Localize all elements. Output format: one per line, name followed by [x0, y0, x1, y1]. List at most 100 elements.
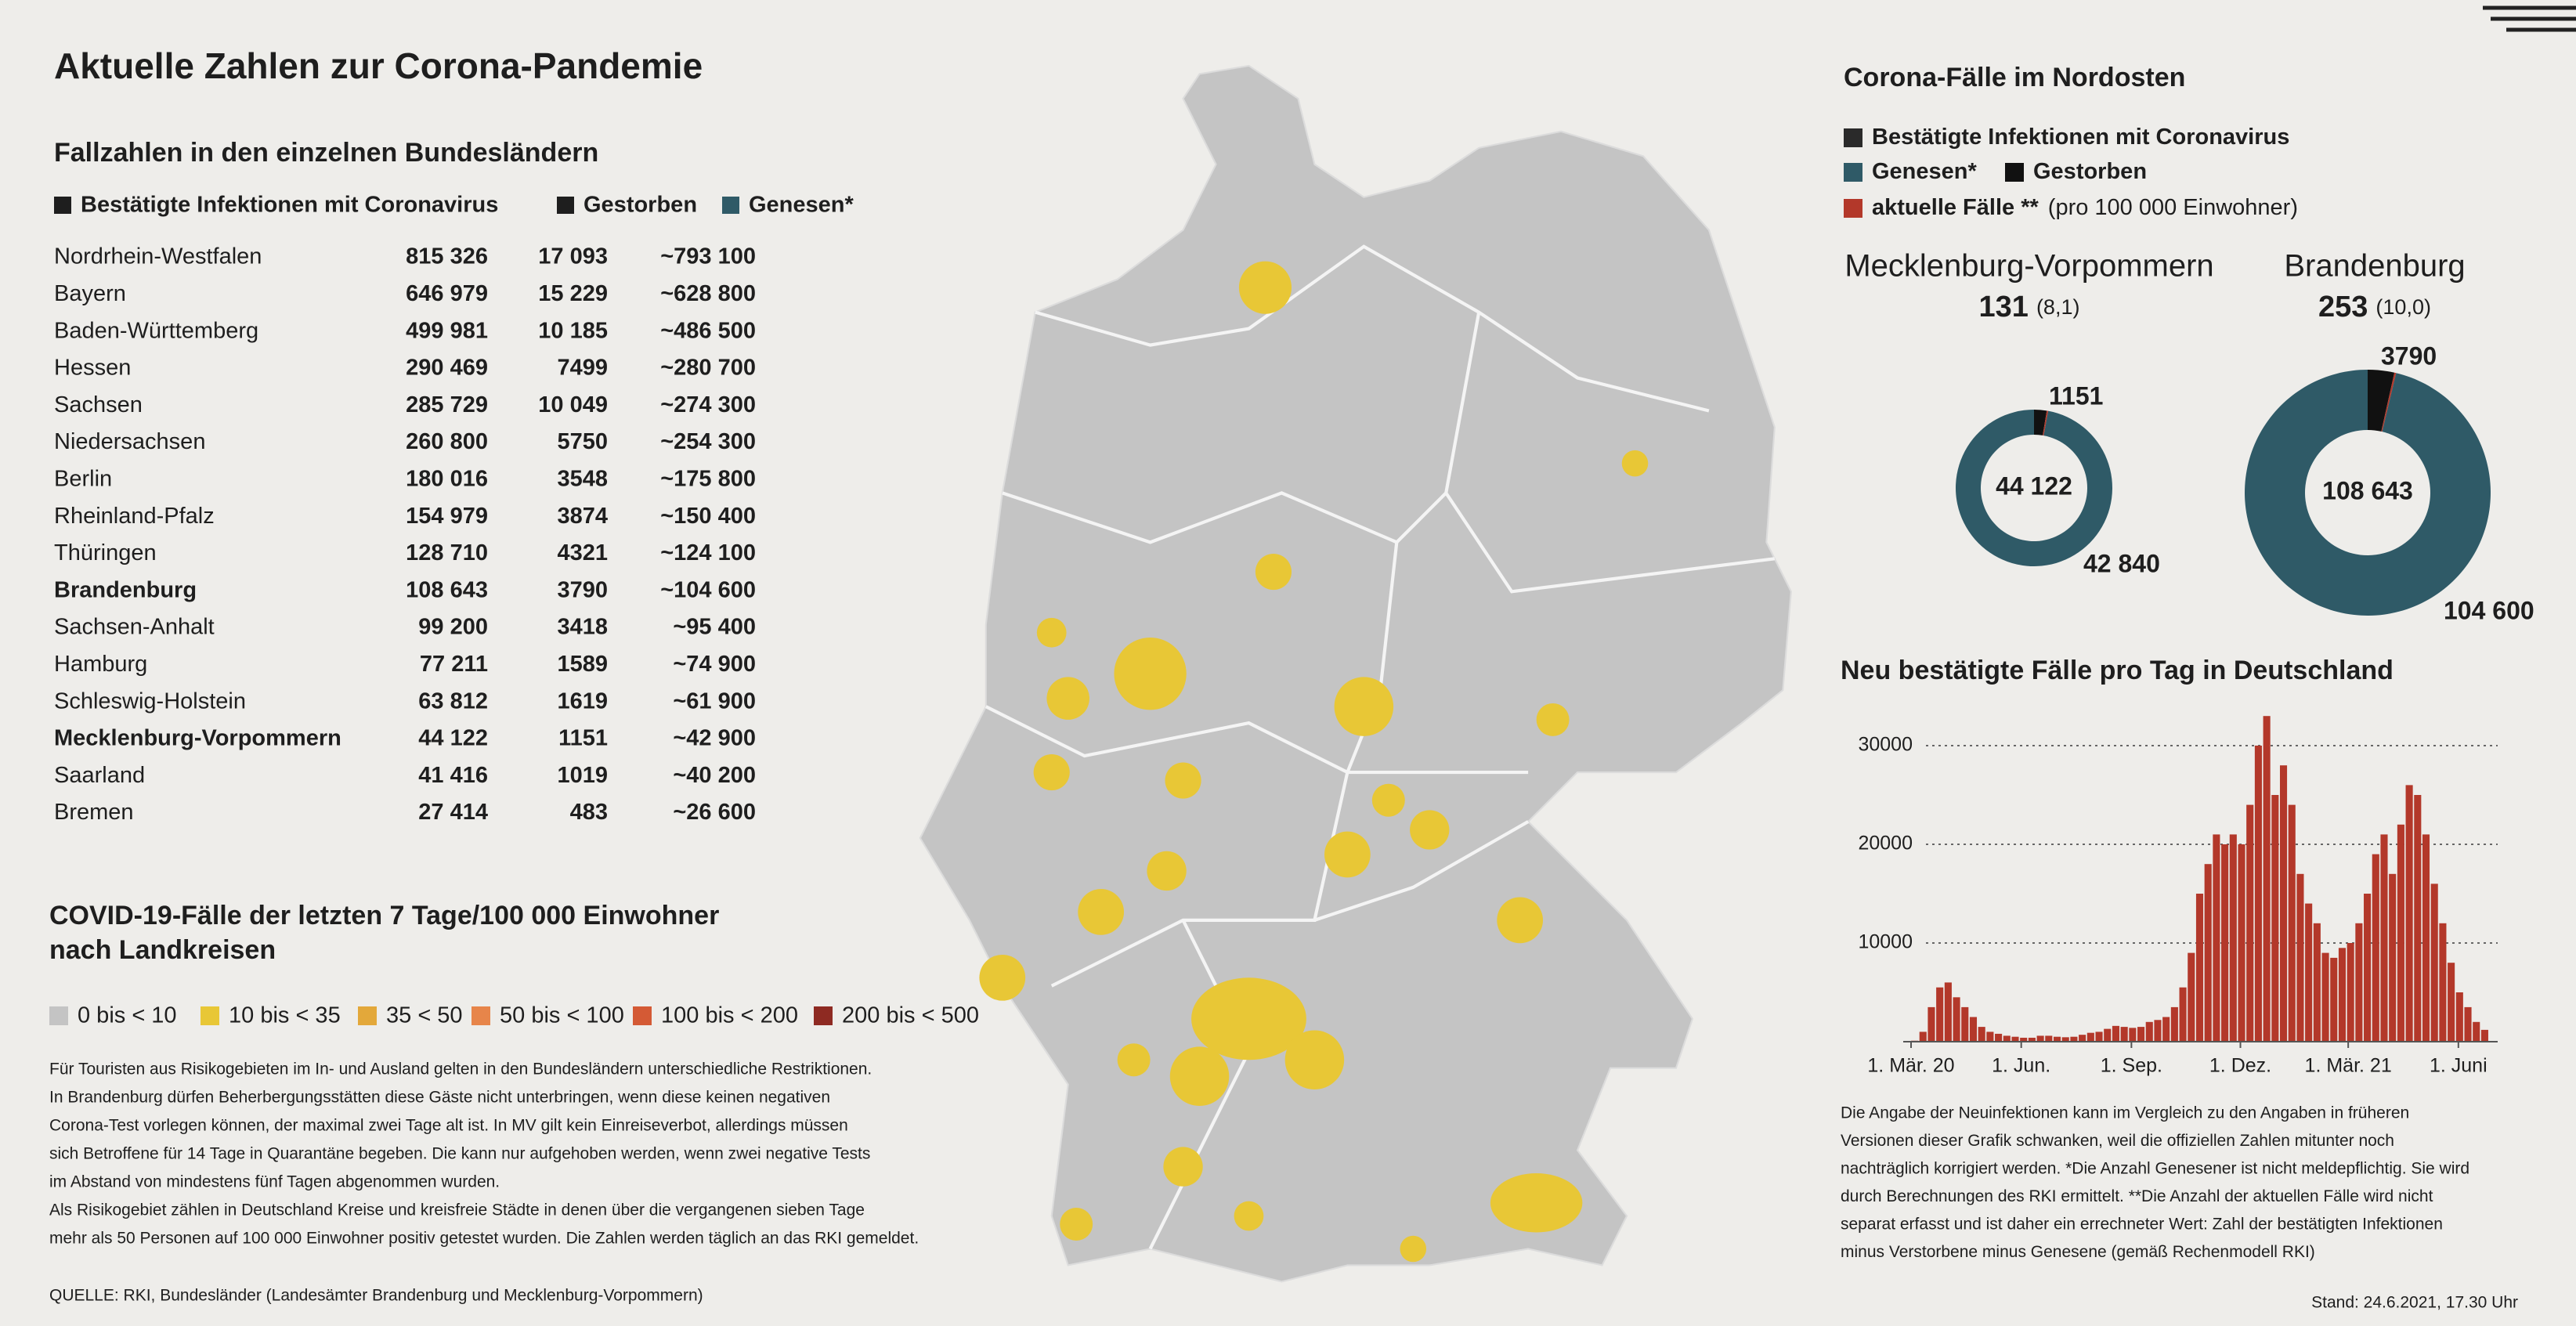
cell: 3790	[557, 577, 608, 602]
bar	[2020, 1037, 2028, 1042]
bar	[2170, 1006, 2178, 1042]
footnote: Die Angabe der Neuinfektionen kann im Ve…	[1841, 1104, 2469, 1262]
recovered-label: 104 600	[2444, 596, 2534, 624]
district	[1060, 1208, 1093, 1241]
bar	[2480, 1029, 2488, 1042]
legend-label: Bestätigte Infektionen mit Coronavirus	[1872, 125, 2289, 150]
row-label: Thüringen	[54, 540, 157, 565]
x-tick-label: 1. Jun.	[1992, 1055, 2050, 1077]
table-title: Fallzahlen in den einzelnen Bundesländer…	[54, 138, 598, 168]
cell: 1019	[557, 763, 608, 788]
legend-label: Gestorben	[2033, 159, 2147, 184]
bar	[2104, 1028, 2112, 1042]
map-title: nach Landkreisen	[49, 935, 276, 965]
legend-label: Genesen*	[749, 193, 854, 218]
x-tick-label: 1. Mär. 21	[2305, 1055, 2392, 1077]
donut-slice	[1956, 410, 2112, 566]
bar	[2070, 1036, 2078, 1042]
cell: 5750	[557, 429, 608, 454]
map	[919, 64, 1792, 1283]
cell: 41 416	[418, 763, 488, 788]
cell: 1151	[558, 726, 608, 751]
district	[1234, 1201, 1264, 1231]
map-spots	[979, 261, 1649, 1263]
page-title: Aktuelle Zahlen zur Corona-Pandemie	[54, 45, 703, 86]
legend-swatch	[358, 1006, 377, 1025]
cell: 1619	[557, 688, 608, 714]
recovered-label: 42 840	[2083, 549, 2160, 577]
cell: ~280 700	[660, 356, 756, 381]
row-label: Baden-Württemberg	[54, 318, 258, 343]
cell: ~74 900	[673, 652, 756, 677]
bar	[2414, 795, 2422, 1042]
cell: 77 211	[420, 652, 488, 677]
row-label: Nordrhein-Westfalen	[54, 244, 262, 269]
bar	[2204, 864, 2212, 1042]
district	[1410, 810, 1450, 850]
row-label: Brandenburg	[54, 577, 197, 602]
bar	[2422, 834, 2430, 1042]
legend-label: 100 bis < 200	[661, 1003, 798, 1028]
footnote-line: nachträglich korrigiert werden. *Die Anz…	[1841, 1160, 2469, 1178]
bar	[2313, 923, 2321, 1042]
border	[1444, 312, 1776, 594]
legend-swatch	[2005, 163, 2024, 182]
legend-label: 0 bis < 10	[78, 1003, 177, 1028]
bar	[2448, 963, 2455, 1042]
legend-label: Gestorben	[583, 193, 697, 218]
bar	[2372, 854, 2379, 1042]
row-label: Hamburg	[54, 652, 147, 677]
cell: 99 200	[418, 615, 488, 640]
district	[1114, 638, 1187, 710]
donut-slice	[2034, 410, 2047, 435]
legend-text: Gestorben	[2033, 159, 2147, 184]
germany	[919, 64, 1792, 1283]
notes: Für Touristen aus Risikogebieten im In- …	[49, 1060, 919, 1248]
region-active: 253 (10,0)	[2318, 291, 2431, 323]
bar	[2162, 1017, 2170, 1042]
x-tick-label: 1. Dez.	[2209, 1055, 2271, 1077]
active-cases: 131	[1979, 291, 2029, 323]
legend-swatch	[201, 1006, 219, 1025]
legend-swatch	[633, 1006, 652, 1025]
bar	[2036, 1035, 2044, 1042]
district	[1324, 831, 1371, 878]
donuts: Mecklenburg-Vorpommern 131 (8,1) 44 122 1151…	[1844, 249, 2534, 625]
note-line: sich Betroffene für 14 Tage in Quarantän…	[49, 1145, 870, 1163]
y-tick-label: 20000	[1858, 833, 1913, 854]
bar	[2179, 987, 2187, 1042]
bar	[2188, 952, 2195, 1042]
border	[1002, 491, 1447, 544]
cell: 154 979	[406, 504, 488, 529]
bar	[2263, 716, 2271, 1042]
legend-label: 50 bis < 100	[500, 1003, 624, 1028]
bar	[2405, 785, 2413, 1042]
region-name: Mecklenburg-Vorpommern	[1844, 249, 2213, 284]
bar	[2079, 1035, 2086, 1042]
bar	[1986, 1032, 1994, 1042]
district	[1147, 851, 1187, 891]
bar	[1969, 1017, 1978, 1042]
bar	[2061, 1037, 2069, 1042]
note-line: In Brandenburg dürfen Beherbergungsstätt…	[49, 1089, 830, 1107]
bar	[2347, 943, 2354, 1042]
bar	[2221, 844, 2229, 1042]
bar	[2464, 1006, 2472, 1042]
district	[1497, 897, 1544, 944]
note-line: Für Touristen aus Risikogebieten im In- …	[49, 1060, 872, 1079]
bar	[2246, 804, 2254, 1042]
bar	[2430, 883, 2438, 1042]
active-rate: (10,0)	[2375, 295, 2431, 319]
district	[1078, 889, 1125, 935]
cell: ~124 100	[660, 540, 756, 565]
cell: 1589	[557, 652, 608, 677]
cell: ~150 400	[660, 504, 756, 529]
bar	[2145, 1021, 2153, 1042]
bar	[2397, 824, 2404, 1042]
cell: 290 469	[406, 356, 488, 381]
cell: 7499	[557, 356, 608, 381]
district	[1033, 753, 1070, 791]
cell: ~793 100	[660, 244, 756, 269]
district	[1163, 1147, 1203, 1187]
row-label: Sachsen-Anhalt	[54, 615, 215, 640]
